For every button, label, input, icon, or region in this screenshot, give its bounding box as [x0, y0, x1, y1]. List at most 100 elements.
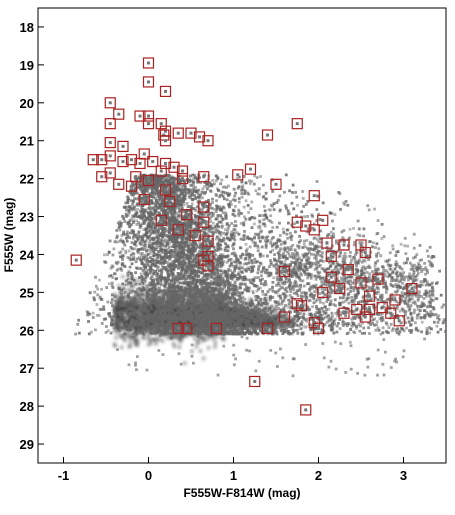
star-point	[118, 290, 122, 294]
star-point	[150, 237, 154, 240]
star-point	[237, 212, 240, 216]
density-blob	[141, 312, 146, 317]
star-point	[113, 240, 117, 244]
star-point	[165, 313, 169, 317]
star-point	[208, 264, 212, 268]
star-point	[428, 289, 432, 293]
star-point	[171, 255, 175, 258]
star-point	[156, 322, 160, 325]
star-point	[253, 257, 257, 261]
density-blob	[122, 287, 127, 292]
star-point	[163, 227, 167, 231]
star-point	[254, 317, 258, 321]
density-blob	[132, 335, 137, 340]
star-point	[282, 308, 286, 312]
density-blob	[113, 299, 118, 304]
star-point	[169, 326, 173, 330]
star-point	[329, 299, 333, 303]
star-point	[310, 314, 313, 318]
star-point	[255, 309, 259, 313]
star-point	[445, 267, 446, 270]
density-blob	[112, 292, 117, 297]
star-point	[98, 278, 101, 282]
star-point	[225, 232, 229, 235]
star-point	[268, 315, 272, 319]
star-point	[214, 227, 218, 231]
star-point	[256, 246, 260, 249]
star-point	[138, 286, 141, 290]
star-point	[435, 297, 439, 301]
density-blob	[114, 323, 119, 328]
star-point	[283, 328, 287, 332]
star-point	[139, 196, 143, 200]
star-point	[428, 331, 432, 335]
star-point	[415, 253, 419, 256]
star-point	[206, 186, 209, 189]
density-blob	[113, 344, 118, 349]
star-point	[315, 321, 319, 324]
star-point	[297, 240, 301, 244]
star-point	[254, 322, 258, 325]
density-blob	[117, 293, 122, 298]
star-point	[338, 296, 342, 300]
star-point	[434, 297, 438, 300]
star-point	[208, 181, 212, 185]
density-blob	[208, 334, 213, 339]
star-point	[140, 251, 144, 255]
star-point	[226, 227, 230, 230]
density-blob	[182, 333, 187, 338]
star-point	[330, 291, 334, 294]
star-point	[325, 314, 329, 318]
star-point	[284, 173, 288, 177]
star-point	[189, 261, 193, 265]
star-point	[316, 311, 320, 315]
density-blob	[265, 296, 270, 301]
star-point	[118, 228, 122, 232]
star-point	[380, 237, 384, 240]
star-point	[166, 192, 170, 196]
star-point	[214, 210, 218, 213]
star-point	[290, 255, 294, 259]
star-point	[189, 243, 193, 247]
density-blob	[121, 315, 126, 320]
star-point	[322, 288, 326, 291]
star-point	[176, 218, 180, 222]
star-point	[391, 244, 395, 248]
density-blob	[117, 283, 122, 288]
star-point	[162, 291, 166, 294]
star-point	[111, 276, 115, 279]
density-blob	[192, 301, 197, 306]
star-point	[317, 234, 321, 238]
star-point	[381, 331, 385, 335]
star-point	[144, 261, 148, 265]
star-point	[324, 293, 328, 297]
star-point	[346, 203, 350, 207]
density-blob	[242, 303, 247, 308]
star-point	[182, 183, 186, 186]
star-point	[315, 180, 319, 183]
star-point	[263, 271, 267, 274]
star-point	[272, 315, 275, 319]
star-point	[399, 242, 403, 246]
star-point	[362, 227, 366, 231]
star-point	[276, 282, 280, 286]
star-point	[447, 267, 450, 270]
star-point	[317, 212, 320, 216]
star-point	[129, 298, 133, 301]
star-point	[241, 301, 245, 305]
star-point	[342, 273, 346, 277]
star-point	[215, 249, 219, 253]
star-point	[206, 294, 210, 298]
star-point	[376, 219, 380, 222]
star-point	[177, 266, 180, 270]
density-blob	[122, 338, 127, 343]
density-blob	[253, 323, 258, 328]
star-point	[120, 303, 124, 307]
star-point	[232, 247, 235, 251]
star-point	[402, 315, 405, 318]
star-point	[156, 222, 160, 226]
star-point	[208, 307, 212, 311]
plot-frame	[37, 7, 447, 464]
star-point	[249, 327, 253, 331]
star-point	[228, 276, 231, 280]
